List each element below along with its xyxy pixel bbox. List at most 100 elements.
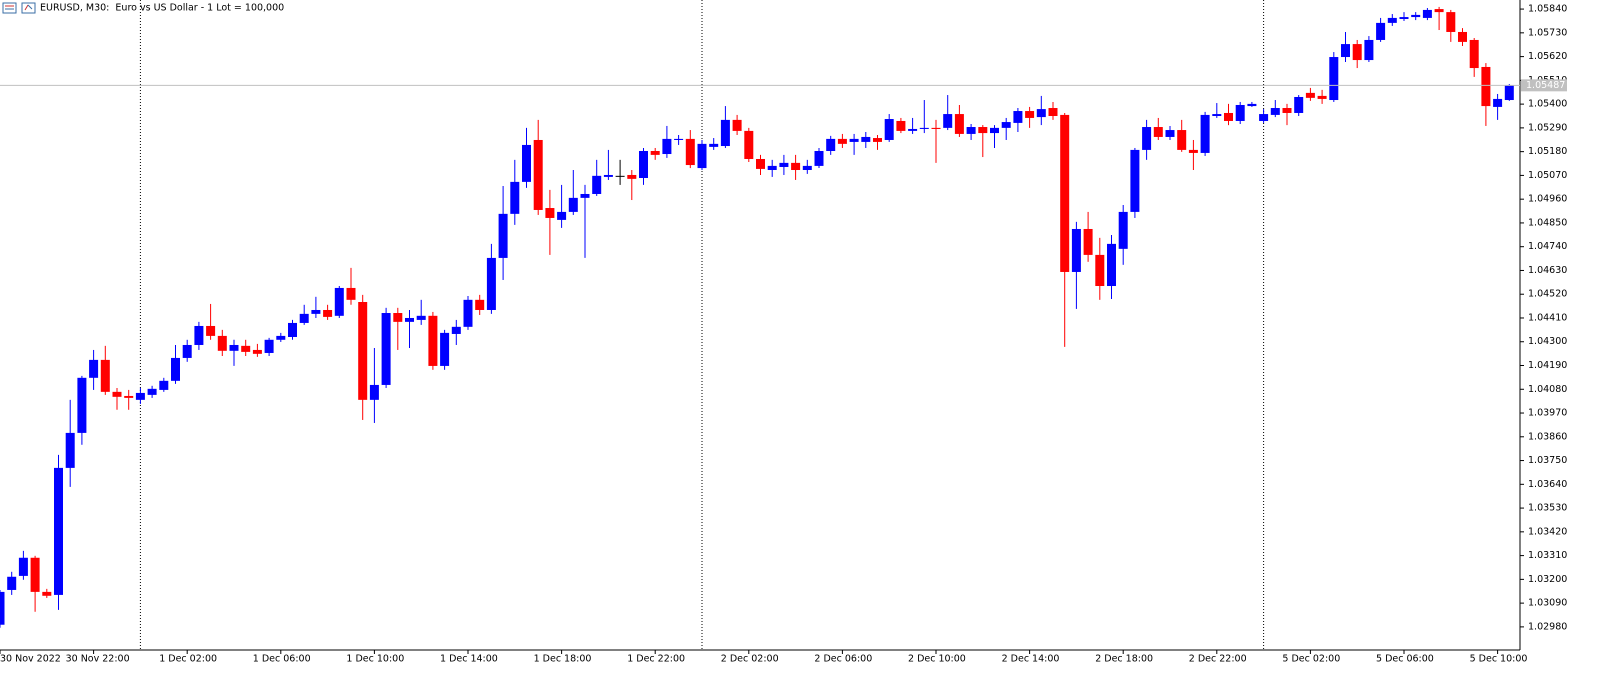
current-price-label: 1.05487 xyxy=(1526,80,1565,91)
candle-body xyxy=(252,349,262,354)
candle-body xyxy=(1305,92,1315,98)
candle-body xyxy=(1212,114,1222,117)
candle-body xyxy=(334,287,344,316)
candle-body xyxy=(147,388,157,395)
candle-body xyxy=(791,162,801,171)
candle-body xyxy=(241,345,251,352)
candle-body xyxy=(1282,108,1292,113)
y-tick-label: 1.04300 xyxy=(1528,336,1567,347)
candle-body xyxy=(1107,243,1116,287)
candle-body xyxy=(1493,98,1503,107)
x-tick-label: 2 Dec 02:00 xyxy=(721,654,779,665)
candle-body xyxy=(498,213,508,258)
candle-body xyxy=(990,127,999,134)
candle-body xyxy=(826,138,836,151)
y-tick-label: 1.03860 xyxy=(1528,431,1567,442)
chart-title: EURUSD, M30: Euro vs US Dollar - 1 Lot =… xyxy=(40,3,284,14)
candle-body xyxy=(1352,44,1362,61)
current-price-box xyxy=(1521,79,1567,92)
candle-body xyxy=(1142,127,1152,150)
candle-body xyxy=(639,150,648,178)
icon xyxy=(2,2,17,14)
candle-body xyxy=(206,325,216,336)
y-tick-label: 1.05290 xyxy=(1528,122,1567,133)
candle-body xyxy=(966,127,976,134)
candle-body xyxy=(931,127,941,129)
candle-body xyxy=(943,114,953,128)
candle-body xyxy=(311,309,321,314)
x-tick-label: 1 Dec 06:00 xyxy=(253,654,311,665)
icon-line xyxy=(24,4,29,11)
candle-body xyxy=(217,335,227,351)
candle-body xyxy=(135,392,145,400)
candle-body xyxy=(1329,57,1339,101)
y-tick-label: 1.04850 xyxy=(1528,217,1567,228)
y-tick-label: 1.05180 xyxy=(1528,146,1567,157)
candle-body xyxy=(767,165,777,171)
candle-body xyxy=(1095,254,1105,287)
candle-body xyxy=(779,162,789,167)
candle-body xyxy=(1270,108,1280,115)
y-tick-label: 1.03970 xyxy=(1528,408,1567,419)
candle-body xyxy=(1048,108,1058,117)
candle-body xyxy=(276,335,286,340)
x-tick-label: 30 Nov 22:00 xyxy=(66,654,130,665)
candle-body xyxy=(381,313,391,385)
x-tick-label: 1 Dec 10:00 xyxy=(346,654,404,665)
candle-body xyxy=(393,313,403,322)
candle-body xyxy=(1177,130,1187,150)
candle-body xyxy=(849,138,859,142)
candle-body xyxy=(288,322,297,337)
header-icons xyxy=(2,2,36,14)
y-tick-label: 1.05070 xyxy=(1528,170,1567,181)
x-tick-label: 5 Dec 02:00 xyxy=(1282,654,1340,665)
icon xyxy=(21,2,36,14)
y-tick-label: 1.04740 xyxy=(1528,241,1567,252)
candle-body xyxy=(533,139,543,210)
candle-body xyxy=(1469,39,1479,69)
candle-body xyxy=(1200,114,1210,153)
candle-body xyxy=(451,326,461,334)
candle-body xyxy=(861,136,871,142)
candle-body xyxy=(1036,109,1046,118)
y-tick-label: 1.03420 xyxy=(1528,526,1567,537)
candle-body xyxy=(1504,85,1514,101)
candle-body xyxy=(1013,111,1023,123)
y-tick-label: 1.04080 xyxy=(1528,384,1567,395)
candle-body xyxy=(884,119,894,140)
x-tick-label: 1 Dec 02:00 xyxy=(159,654,217,665)
candle-body xyxy=(908,128,918,131)
candle-body xyxy=(1224,112,1233,121)
y-tick-label: 1.04630 xyxy=(1528,265,1567,276)
y-tick-label: 1.03750 xyxy=(1528,455,1567,466)
candle-body xyxy=(1387,17,1397,23)
x-tick-label: 2 Dec 10:00 xyxy=(908,654,966,665)
candle-body xyxy=(486,257,496,310)
candle-body xyxy=(627,174,637,179)
candle-body xyxy=(1153,127,1163,137)
candle-body xyxy=(346,287,356,300)
candle-body xyxy=(650,150,660,155)
candle-body xyxy=(264,339,274,353)
candle-body xyxy=(428,315,438,366)
candle-body xyxy=(65,432,75,468)
candle-body xyxy=(54,467,63,595)
y-tick-label: 1.05730 xyxy=(1528,27,1567,38)
candle-body xyxy=(159,380,169,390)
candle-body xyxy=(592,175,602,194)
y-tick-label: 1.05840 xyxy=(1528,4,1567,15)
candle-body xyxy=(77,377,87,433)
candle-body xyxy=(1247,103,1257,107)
y-tick-label: 1.04190 xyxy=(1528,360,1567,371)
candle-body xyxy=(100,359,110,392)
x-tick-label: 1 Dec 22:00 xyxy=(627,654,685,665)
candle-body xyxy=(1118,211,1128,249)
candle-body xyxy=(1130,149,1140,212)
candle-body xyxy=(756,158,765,169)
y-tick-label: 1.04410 xyxy=(1528,312,1567,323)
candle-body xyxy=(603,174,613,177)
candle-body xyxy=(171,357,180,381)
candle-body xyxy=(814,150,824,166)
candle-body xyxy=(194,325,204,345)
